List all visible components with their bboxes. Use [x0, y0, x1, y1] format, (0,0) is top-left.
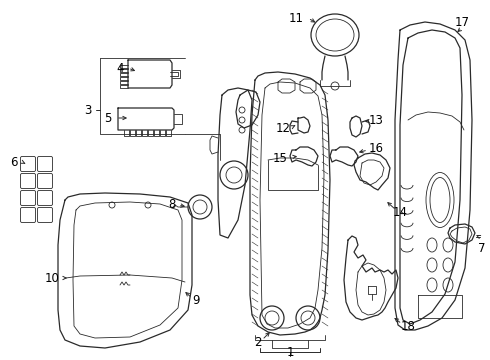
Text: 14: 14 — [392, 206, 408, 219]
Text: 11: 11 — [289, 12, 303, 24]
Text: 18: 18 — [400, 320, 416, 333]
Text: 13: 13 — [368, 113, 384, 126]
Text: 9: 9 — [192, 293, 200, 306]
Text: 6: 6 — [10, 156, 18, 168]
Text: 4: 4 — [116, 62, 124, 75]
Text: 5: 5 — [104, 112, 112, 125]
Text: 2: 2 — [254, 336, 262, 348]
Text: 3: 3 — [84, 104, 92, 117]
Text: 10: 10 — [45, 271, 59, 284]
Text: 16: 16 — [368, 141, 384, 154]
Text: 1: 1 — [286, 346, 294, 360]
Text: 12: 12 — [275, 122, 291, 135]
Text: 7: 7 — [478, 242, 486, 255]
Text: 17: 17 — [455, 15, 469, 28]
Text: 15: 15 — [272, 152, 288, 165]
Text: 8: 8 — [168, 198, 176, 211]
